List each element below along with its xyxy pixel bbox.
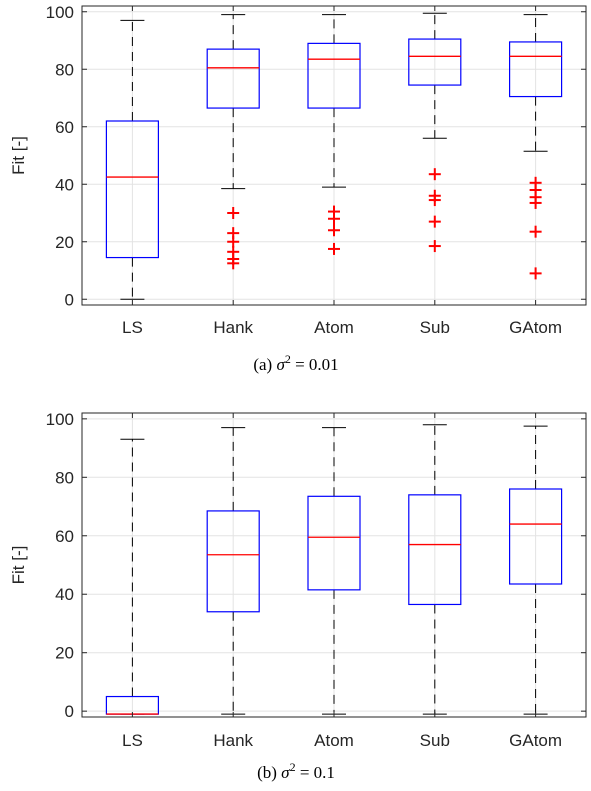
caption-suffix: = 0.1 bbox=[296, 763, 335, 782]
y-tick-label: 0 bbox=[65, 290, 74, 309]
outlier-marker bbox=[428, 168, 441, 181]
iqr-box bbox=[509, 488, 563, 585]
iqr-box bbox=[105, 120, 160, 259]
outlier-marker bbox=[328, 242, 340, 255]
y-tick-label: 100 bbox=[46, 3, 74, 22]
caption-symbol: σ bbox=[281, 763, 290, 782]
y-tick-label: 40 bbox=[55, 585, 74, 604]
panel-caption: (a) σ2 = 0.01 bbox=[253, 352, 338, 374]
x-tick-label: GAtom bbox=[509, 318, 562, 337]
iqr-box bbox=[206, 510, 260, 613]
outlier-marker bbox=[428, 194, 441, 207]
outlier-marker bbox=[227, 235, 240, 248]
y-tick-label: 20 bbox=[55, 233, 74, 252]
outlier-marker bbox=[227, 257, 240, 270]
x-tick-label: LS bbox=[122, 731, 143, 750]
x-tick-label: LS bbox=[122, 318, 143, 337]
x-tick-label: Hank bbox=[213, 731, 253, 750]
caption-prefix: (a) bbox=[253, 355, 276, 374]
outlier-marker bbox=[529, 225, 542, 238]
iqr-box bbox=[307, 42, 361, 109]
caption-prefix: (b) bbox=[257, 763, 281, 782]
y-tick-label: 100 bbox=[46, 410, 74, 429]
caption-symbol: σ bbox=[276, 355, 285, 374]
outlier-marker bbox=[529, 196, 542, 209]
x-tick-label: Sub bbox=[420, 731, 450, 750]
y-axis-label: Fit [-] bbox=[9, 136, 28, 175]
iqr-box bbox=[509, 41, 563, 98]
iqr-box bbox=[408, 38, 462, 86]
box-hank bbox=[206, 427, 260, 715]
caption-superscript: 2 bbox=[285, 352, 291, 366]
x-tick-label: Hank bbox=[213, 318, 253, 337]
box-gatom bbox=[509, 425, 563, 715]
y-tick-label: 20 bbox=[55, 644, 74, 663]
box-atom bbox=[307, 14, 361, 255]
x-tick-label: Atom bbox=[314, 731, 354, 750]
outlier-marker bbox=[227, 207, 240, 219]
chart-panel-1: 0 20 40 60 80 100 LS Hank Atom Sub GAtom Fit [-] (a)… bbox=[9, 3, 587, 374]
caption-suffix: = 0.01 bbox=[291, 355, 339, 374]
box-atom bbox=[307, 427, 361, 715]
box-hank bbox=[206, 14, 260, 270]
iqr-box bbox=[307, 495, 361, 591]
y-tick-label: 40 bbox=[55, 175, 74, 194]
outlier-marker bbox=[328, 212, 340, 225]
box-sub bbox=[408, 424, 462, 715]
outlier-marker bbox=[529, 267, 542, 280]
chart-panel-2: 0 20 40 60 80 100 LS Hank Atom Sub GAtom Fit [-] (b)… bbox=[9, 410, 587, 782]
iqr-box bbox=[408, 494, 462, 606]
y-tick-label: 80 bbox=[55, 468, 74, 487]
outlier-marker bbox=[428, 215, 441, 228]
box-ls bbox=[105, 19, 160, 300]
x-tick-label: Atom bbox=[314, 318, 354, 337]
x-tick-label: GAtom bbox=[509, 731, 562, 750]
caption-superscript: 2 bbox=[290, 760, 296, 774]
panel-caption: (b) σ2 = 0.1 bbox=[257, 760, 335, 782]
y-axis-label: Fit [-] bbox=[9, 546, 28, 585]
y-tick-label: 0 bbox=[65, 702, 74, 721]
y-tick-label: 80 bbox=[55, 60, 74, 79]
y-tick-label: 60 bbox=[55, 118, 74, 137]
outlier-marker bbox=[328, 224, 340, 237]
box-gatom bbox=[509, 14, 563, 280]
x-tick-label: Sub bbox=[420, 318, 450, 337]
iqr-box bbox=[206, 48, 260, 109]
y-tick-label: 60 bbox=[55, 527, 74, 546]
outlier-marker bbox=[428, 240, 441, 253]
box-sub bbox=[408, 12, 462, 253]
